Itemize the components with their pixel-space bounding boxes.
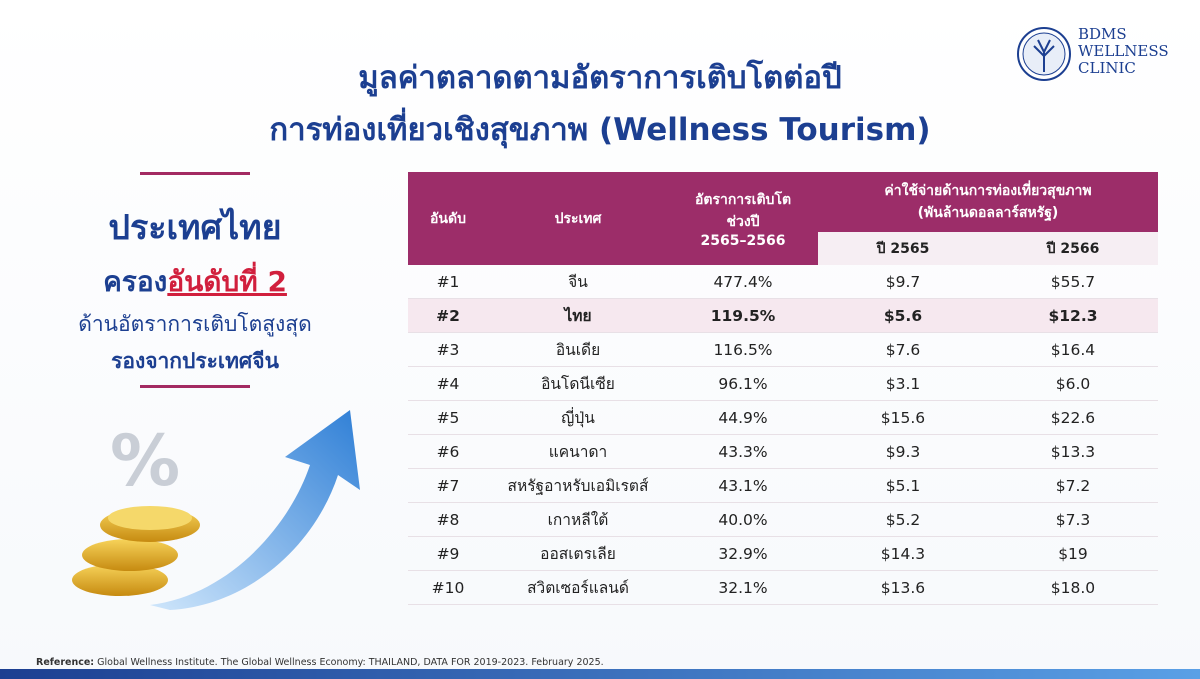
- table-cell: ออสเตรเลีย: [488, 536, 668, 571]
- table-cell: $19: [987, 536, 1158, 571]
- column-header: ปี 2565: [818, 232, 988, 265]
- table-cell: $16.4: [987, 332, 1158, 367]
- highlight-heading: ประเทศไทย: [108, 208, 282, 248]
- table-row: #6 แคนาดา 43.3% $9.3 $13.3: [408, 434, 1158, 469]
- table-cell: สวิตเซอร์แลนด์: [488, 570, 668, 605]
- table-row: #9 ออสเตรเลีย 32.9% $14.3 $19: [408, 536, 1158, 571]
- emphasis: อันดับที่ 2: [167, 265, 287, 298]
- column-header: อัตราการเติบโตช่วงปี 2565–2566: [668, 172, 818, 265]
- highlight-text: รองจากประเทศจีน: [111, 349, 279, 373]
- header-line: 2565–2566: [700, 232, 786, 249]
- svg-text:%: %: [110, 420, 180, 502]
- table-row: #5 ญี่ปุ่น 44.9% $15.6 $22.6: [408, 400, 1158, 435]
- separator: [140, 172, 250, 175]
- table-cell: $9.3: [818, 434, 988, 469]
- table-cell: $18.0: [987, 570, 1158, 605]
- table-row: #7 สหรัฐอาหรับเอมิเรตส์ 43.1% $5.1 $7.2: [408, 468, 1158, 503]
- table-cell: $22.6: [987, 400, 1158, 435]
- table-cell: #4: [408, 366, 488, 401]
- table-cell: #2: [408, 298, 488, 333]
- table-cell: #7: [408, 468, 488, 503]
- table-cell: 96.1%: [668, 366, 818, 401]
- table-cell: $7.3: [987, 502, 1158, 537]
- table-cell: 43.3%: [668, 434, 818, 469]
- table-row: #2 ไทย 119.5% $5.6 $12.3: [408, 298, 1158, 333]
- highlight-text: ด้านอัตราการเติบโตสูงสุด: [78, 312, 312, 336]
- table-cell: $3.1: [818, 366, 988, 401]
- data-table: อันดับ ประเทศ อัตราการเติบโตช่วงปี 2565–2…: [408, 172, 1158, 605]
- table-cell: 32.9%: [668, 536, 818, 571]
- subtitle: การท่องเที่ยวเชิงสุขภาพ (Wellness Touris…: [269, 112, 931, 148]
- table-cell: ไทย: [488, 298, 668, 333]
- table-cell: $13.6: [818, 570, 988, 605]
- table-cell: $5.6: [818, 298, 988, 333]
- table-cell: สหรัฐอาหรับเอมิเรตส์: [488, 468, 668, 503]
- illustration: %: [72, 410, 360, 610]
- table-cell: #5: [408, 400, 488, 435]
- table-cell: #9: [408, 536, 488, 571]
- table-cell: 40.0%: [668, 502, 818, 537]
- table-cell: $5.1: [818, 468, 988, 503]
- highlight-panel: ประเทศไทย ครองอันดับที่ 2 ด้านอัตราการเต…: [20, 200, 370, 378]
- title: มูลค่าตลาดตามอัตราการเติบโตต่อปี: [358, 60, 842, 96]
- text: ครอง: [103, 265, 168, 298]
- column-header: ค่าใช้จ่ายด้านการท่องเที่ยวสุขภาพ (พันล้า…: [818, 172, 1158, 232]
- logo-text: CLINIC: [1078, 59, 1136, 77]
- table-cell: 119.5%: [668, 298, 818, 333]
- column-header: ปี 2566: [987, 232, 1158, 265]
- table-cell: 32.1%: [668, 570, 818, 605]
- table-cell: $14.3: [818, 536, 988, 571]
- table-cell: 477.4%: [668, 265, 818, 299]
- table-cell: เกาหลีใต้: [488, 502, 668, 537]
- logo-emblem: [1017, 27, 1071, 81]
- table-cell: $6.0: [987, 366, 1158, 401]
- table-cell: แคนาดา: [488, 434, 668, 469]
- table-cell: 116.5%: [668, 332, 818, 367]
- table-row: #8 เกาหลีใต้ 40.0% $5.2 $7.3: [408, 502, 1158, 537]
- header-line: ค่าใช้จ่ายด้านการท่องเที่ยวสุขภาพ: [884, 183, 1092, 199]
- table-row: #1 จีน 477.4% $9.7 $55.7: [408, 265, 1158, 299]
- table-row: #4 อินโดนีเซีย 96.1% $3.1 $6.0: [408, 366, 1158, 401]
- column-header: ประเทศ: [488, 172, 668, 265]
- table-cell: #8: [408, 502, 488, 537]
- table-cell: $7.6: [818, 332, 988, 367]
- table-cell: ญี่ปุ่น: [488, 400, 668, 435]
- logo-text: BDMS: [1078, 25, 1127, 43]
- reference-text: Global Wellness Institute. The Global We…: [97, 657, 604, 668]
- table-row: #10 สวิตเซอร์แลนด์ 32.1% $13.6 $18.0: [408, 570, 1158, 605]
- table-cell: #3: [408, 332, 488, 367]
- column-header: อันดับ: [408, 172, 488, 265]
- table-cell: $55.7: [987, 265, 1158, 299]
- logo: BDMS WELLNESS CLINIC: [1016, 26, 1186, 86]
- table-cell: $5.2: [818, 502, 988, 537]
- table-cell: $7.2: [987, 468, 1158, 503]
- reference: Reference: Global Wellness Institute. Th…: [36, 657, 604, 668]
- table-cell: อินเดีย: [488, 332, 668, 367]
- table-cell: อินโดนีเซีย: [488, 366, 668, 401]
- table-cell: 43.1%: [668, 468, 818, 503]
- table-row: #3 อินเดีย 116.5% $7.6 $16.4: [408, 332, 1158, 367]
- table-cell: $15.6: [818, 400, 988, 435]
- table-cell: $9.7: [818, 265, 988, 299]
- reference-label: Reference:: [36, 657, 95, 668]
- table-cell: $12.3: [987, 298, 1158, 333]
- table-cell: $13.3: [987, 434, 1158, 469]
- table-cell: #1: [408, 265, 488, 299]
- table-cell: #6: [408, 434, 488, 469]
- header-line: อัตราการเติบโต: [694, 191, 792, 208]
- separator: [140, 385, 250, 388]
- header-line: (พันล้านดอลลาร์สหรัฐ): [917, 205, 1059, 221]
- table-cell: #10: [408, 570, 488, 605]
- logo-text: WELLNESS: [1078, 42, 1169, 60]
- header-line: ช่วงปี: [726, 213, 760, 230]
- footer-bar: [0, 669, 1200, 679]
- highlight-rank: ครองอันดับที่ 2: [20, 260, 370, 304]
- table-cell: 44.9%: [668, 400, 818, 435]
- table-cell: จีน: [488, 265, 668, 299]
